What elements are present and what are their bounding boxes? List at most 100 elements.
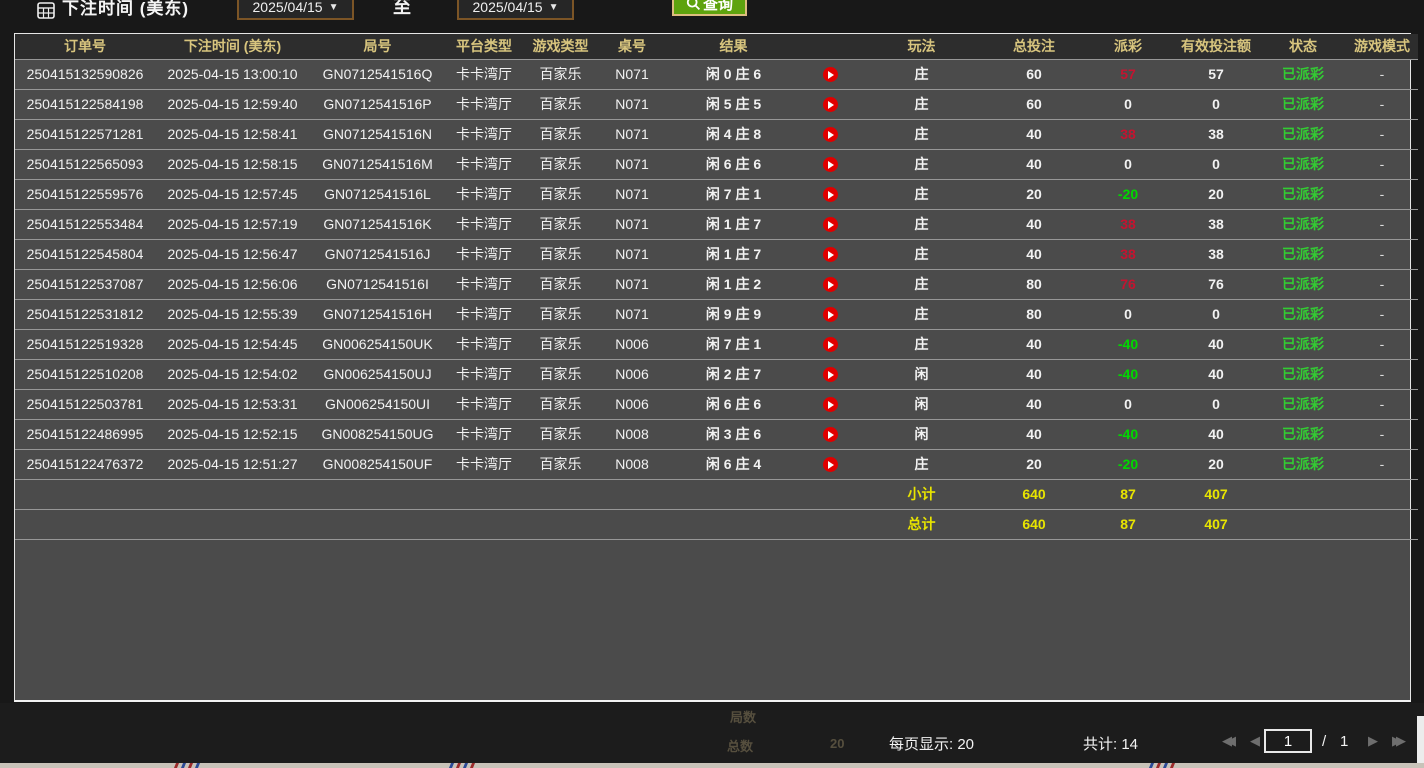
- cell-total: 40: [1026, 426, 1042, 442]
- cell-total: 20: [1026, 186, 1042, 202]
- cell-status: 已派彩: [1282, 126, 1324, 142]
- cell-order: 250415132590826: [26, 66, 144, 82]
- first-page-icon[interactable]: ◀◀: [1222, 733, 1236, 748]
- play-video-icon[interactable]: [822, 457, 838, 473]
- background-decoration: [173, 763, 201, 768]
- background-bleed-text: 20: [830, 736, 845, 751]
- cell-icon: [801, 149, 859, 179]
- cell-time: 2025-04-15 13:00:10: [167, 66, 298, 82]
- cell-valid: 20: [1208, 456, 1224, 472]
- cell-valid: 76: [1208, 276, 1224, 292]
- column-header-play: 玩法: [907, 38, 936, 55]
- empty-cell: [523, 509, 598, 539]
- date-to-value: 2025/04/15: [472, 0, 543, 15]
- cell-icon: [801, 449, 859, 479]
- date-to-select[interactable]: 2025/04/15 ▼: [457, 0, 574, 20]
- empty-cell: [155, 479, 310, 509]
- cell-mode: -: [1379, 306, 1385, 322]
- column-header-total: 总投注: [1013, 38, 1055, 55]
- cell-time: 2025-04-15 12:56:06: [167, 276, 298, 292]
- cell-result: 闲 2 庄 7: [705, 366, 762, 382]
- play-video-icon[interactable]: [822, 427, 838, 443]
- empty-cell: [310, 479, 445, 509]
- play-video-icon[interactable]: [822, 187, 838, 203]
- play-video-icon[interactable]: [822, 67, 838, 83]
- next-page-icon[interactable]: ▶: [1368, 733, 1378, 748]
- cell-payout: 76: [1120, 276, 1136, 292]
- empty-cell: [155, 509, 310, 539]
- cell-valid: 38: [1208, 246, 1224, 262]
- cell-mode: -: [1379, 456, 1385, 472]
- cell-mode: -: [1379, 96, 1385, 112]
- empty-cell: [15, 479, 155, 509]
- date-from-select[interactable]: 2025/04/15 ▼: [237, 0, 354, 20]
- cell-round: GN008254150UF: [322, 456, 433, 472]
- cell-icon: [801, 419, 859, 449]
- play-video-icon[interactable]: [822, 127, 838, 143]
- play-video-icon[interactable]: [822, 397, 838, 413]
- cell-time: 2025-04-15 12:52:15: [167, 426, 298, 442]
- cell-platform: 卡卡湾厅: [456, 156, 512, 172]
- cell-status: 已派彩: [1282, 336, 1324, 352]
- cell-payout: 38: [1120, 246, 1136, 262]
- cell-table: N071: [615, 246, 649, 262]
- cell-payout: 38: [1120, 126, 1136, 142]
- cell-time: 2025-04-15 12:57:19: [167, 216, 298, 232]
- empty-cell: [598, 509, 666, 539]
- pagination-bar: 局数 总数 20 每页显示: 20 共计: 14 ◀◀ ◀ / 1 ▶ ▶▶: [0, 703, 1424, 763]
- cell-game: 百家乐: [539, 426, 582, 442]
- play-video-icon[interactable]: [822, 157, 838, 173]
- prev-page-icon[interactable]: ◀: [1250, 733, 1260, 748]
- empty-cell: [445, 479, 523, 509]
- cell-game: 百家乐: [539, 246, 582, 262]
- cell-table: N071: [615, 156, 649, 172]
- cell-payout: 57: [1120, 66, 1136, 82]
- table-body: 250415132590826 2025-04-15 13:00:10 GN0712…: [15, 59, 1418, 539]
- cell-round: GN0712541516N: [323, 126, 432, 142]
- play-video-icon[interactable]: [822, 97, 838, 113]
- total-row: 总计 640 87 407: [15, 509, 1418, 539]
- play-video-icon[interactable]: [822, 307, 838, 323]
- play-video-icon[interactable]: [822, 367, 838, 383]
- table-row: 250415132590826 2025-04-15 13:00:10 GN0712…: [15, 59, 1418, 89]
- cell-icon: [801, 119, 859, 149]
- cell-time: 2025-04-15 12:51:27: [167, 456, 298, 472]
- cell-time: 2025-04-15 12:55:39: [167, 306, 298, 322]
- cell-play: 庄: [914, 96, 929, 112]
- cell-result: 闲 6 庄 4: [705, 456, 762, 472]
- cell-order: 250415122559576: [26, 186, 144, 202]
- cell-total: 40: [1026, 366, 1042, 382]
- cell-round: GN0712541516P: [323, 96, 432, 112]
- play-video-icon[interactable]: [822, 247, 838, 263]
- cell-round: GN0712541516L: [324, 186, 431, 202]
- cell-round: GN006254150UK: [322, 336, 433, 352]
- chevron-down-icon: ▼: [328, 1, 339, 13]
- page-number-input[interactable]: [1264, 729, 1312, 753]
- cell-time: 2025-04-15 12:58:15: [167, 156, 298, 172]
- total-valid-bet: 407: [1204, 516, 1228, 532]
- cell-order: 250415122565093: [26, 156, 144, 172]
- background-bleed-text: 局数: [730, 710, 757, 725]
- cell-table: N071: [615, 276, 649, 292]
- last-page-icon[interactable]: ▶▶: [1392, 733, 1406, 748]
- play-video-icon[interactable]: [822, 277, 838, 293]
- cell-round: GN0712541516Q: [322, 66, 433, 82]
- scrollbar[interactable]: [1417, 716, 1424, 768]
- column-header-game: 游戏类型: [532, 38, 589, 55]
- cell-payout: -40: [1117, 366, 1139, 382]
- total-payout: 87: [1120, 516, 1136, 532]
- cell-status: 已派彩: [1282, 306, 1324, 322]
- bet-records-table: 订单号 下注时间 (美东) 局号 平台类型 游戏类型 桌号 结果 玩法 总投注 派彩 有效投注额 状态…: [14, 33, 1418, 702]
- cell-order: 250415122519328: [26, 336, 144, 352]
- cell-mode: -: [1379, 396, 1385, 412]
- cell-play: 闲: [914, 366, 929, 382]
- play-video-icon[interactable]: [822, 337, 838, 353]
- play-video-icon[interactable]: [822, 217, 838, 233]
- cell-platform: 卡卡湾厅: [456, 336, 512, 352]
- query-button[interactable]: 查询: [672, 0, 747, 16]
- cell-valid: 0: [1212, 396, 1220, 412]
- cell-game: 百家乐: [539, 396, 582, 412]
- empty-cell: [598, 479, 666, 509]
- cell-valid: 40: [1208, 336, 1224, 352]
- cell-round: GN006254150UI: [324, 396, 431, 412]
